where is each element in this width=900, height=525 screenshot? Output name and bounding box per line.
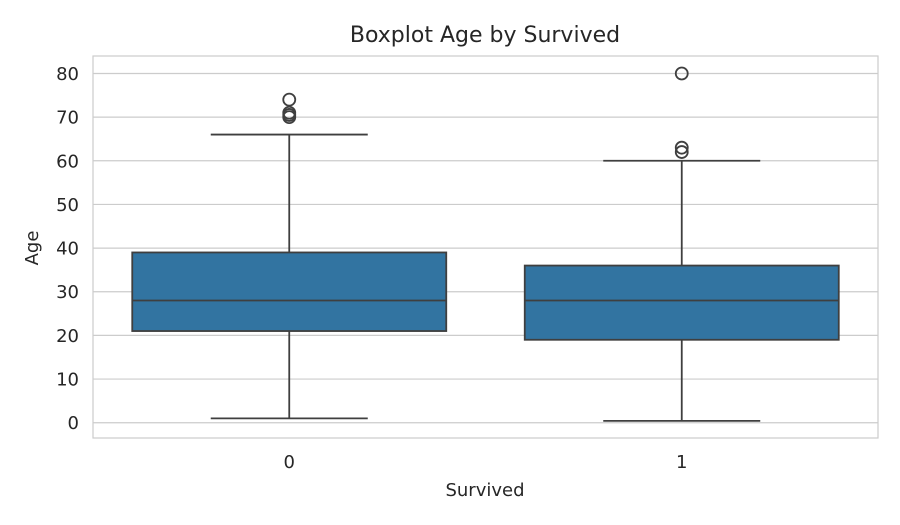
outlier-point	[674, 140, 689, 155]
chart-title: Boxplot Age by Survived	[350, 23, 620, 48]
plot-frame	[92, 55, 879, 439]
box-group-0	[131, 92, 448, 420]
x-tick-label: 1	[676, 452, 687, 473]
y-tick-labels: 0 10 20 30 40 50 60 70 80	[56, 64, 79, 434]
outlier-point	[282, 105, 297, 120]
outlier-point	[282, 92, 297, 107]
box-group-1	[523, 66, 840, 422]
iqr-box	[523, 264, 840, 341]
iqr-box	[131, 251, 448, 332]
x-axis-title: Survived	[445, 480, 524, 501]
x-tick-label: 0	[284, 452, 295, 473]
y-tick-label: 10	[56, 370, 79, 391]
y-tick-label: 60	[56, 151, 79, 172]
grid-layer	[93, 72, 878, 424]
y-tick-label: 20	[56, 326, 79, 347]
y-tick-label: 80	[56, 64, 79, 85]
y-tick-label: 50	[56, 195, 79, 216]
outlier-point	[674, 66, 689, 81]
y-tick-label: 40	[56, 239, 79, 260]
y-tick-label: 30	[56, 282, 79, 303]
y-tick-label: 70	[56, 108, 79, 129]
outlier-point	[674, 145, 689, 159]
y-axis-title: Age	[22, 231, 43, 266]
boxes-layer	[131, 66, 840, 422]
y-tick-label: 0	[68, 413, 79, 434]
